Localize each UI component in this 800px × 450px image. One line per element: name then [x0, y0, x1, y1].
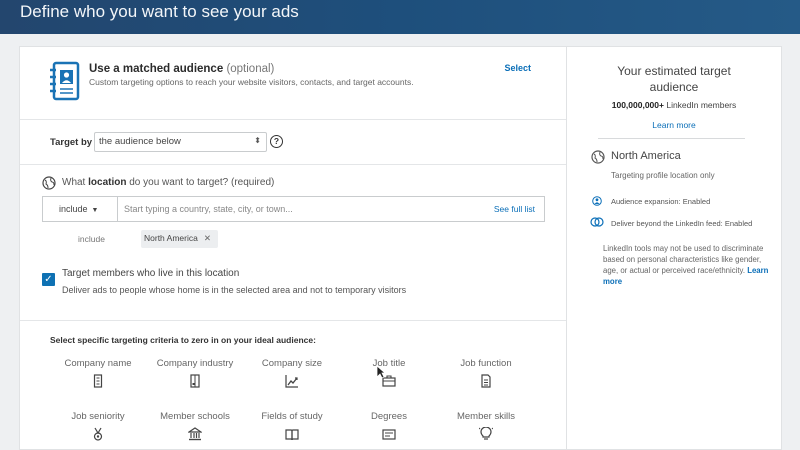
estimate-title-line1: Your estimated target	[617, 64, 731, 78]
industry-icon	[190, 374, 200, 388]
include-dropdown[interactable]: include ▼	[43, 197, 118, 221]
building-icon	[93, 374, 103, 388]
criteria-label: Member schools	[160, 411, 230, 422]
checkbox-title: Target members who live in this location	[62, 268, 240, 279]
location-question-bold: location	[88, 177, 127, 188]
target-by-value: the audience below	[99, 136, 181, 147]
help-icon[interactable]: ?	[270, 135, 283, 148]
include-label: include	[78, 234, 105, 244]
criteria-member-skills[interactable]: Member skills	[436, 411, 536, 441]
target-by-select[interactable]: the audience below ⬍	[94, 132, 267, 152]
criteria-label: Fields of study	[261, 411, 323, 422]
criteria-label: Degrees	[371, 411, 407, 422]
book-icon	[285, 429, 299, 441]
location-question: What location do you want to target? (re…	[62, 177, 274, 188]
medal-icon	[93, 427, 103, 441]
select-matched-audience-link[interactable]: Select	[504, 63, 531, 73]
location-input[interactable]: Start typing a country, state, city, or …	[124, 204, 293, 214]
see-full-list-link[interactable]: See full list	[493, 204, 535, 214]
criteria-label: Company size	[261, 358, 323, 369]
criteria-company-size[interactable]: Company size	[242, 358, 342, 388]
criteria-member-schools[interactable]: Member schools	[145, 411, 245, 441]
mouse-cursor-icon	[376, 365, 386, 379]
diploma-icon	[382, 429, 396, 440]
include-dropdown-value: include	[59, 204, 88, 214]
document-icon	[481, 374, 491, 388]
contact-book-icon	[50, 61, 80, 101]
page-header: Define who you want to see your ads	[0, 0, 800, 34]
estimate-panel: Your estimated target audience 100,000,0…	[566, 46, 782, 450]
estimate-location-sub: Targeting profile location only	[611, 171, 715, 180]
estimate-title: Your estimated target audience	[567, 63, 781, 95]
location-tag-label: North America	[144, 233, 198, 243]
criteria-label: Member skills	[456, 411, 516, 422]
criteria-job-seniority[interactable]: Job seniority	[48, 411, 148, 441]
live-in-location-checkbox[interactable]: ✓	[42, 273, 55, 286]
criteria-company-industry[interactable]: Company industry	[145, 358, 245, 388]
disclaimer-text: LinkedIn tools may not be used to discri…	[603, 244, 764, 275]
location-tag: North America ✕	[141, 230, 218, 248]
location-question-prefix: What	[62, 177, 86, 188]
divider	[598, 138, 745, 139]
estimate-title-line2: audience	[649, 80, 699, 94]
audience-count-suffix: LinkedIn members	[666, 100, 737, 110]
remove-tag-icon[interactable]: ✕	[203, 233, 211, 243]
criteria-job-function[interactable]: Job function	[436, 358, 536, 388]
globe-icon	[591, 150, 605, 164]
criteria-label: Job function	[460, 358, 512, 369]
disclaimer-learn-more-link[interactable]: Learn more	[603, 266, 769, 286]
globe-icon	[42, 176, 56, 190]
briefcase-icon	[382, 375, 396, 387]
criteria-label: Job title	[372, 358, 406, 369]
growth-chart-icon	[285, 375, 298, 388]
disclaimer-note: LinkedIn tools may not be used to discri…	[603, 243, 773, 287]
audience-count-value: 100,000,000+	[611, 100, 664, 110]
divider	[20, 119, 566, 120]
criteria-degrees[interactable]: Degrees	[339, 411, 439, 441]
checkbox-description: Deliver ads to people whose home is in t…	[62, 285, 407, 295]
audience-expansion-icon	[592, 196, 602, 206]
matched-audience-title: Use a matched audience (optional)	[89, 63, 274, 75]
optional-tag: (optional)	[226, 63, 275, 75]
audience-expansion-status: Audience expansion: Enabled	[611, 197, 711, 206]
estimate-location-title: North America	[611, 150, 681, 162]
deliver-beyond-status: Deliver beyond the LinkedIn feed: Enable…	[611, 219, 753, 228]
criteria-title: Select specific targeting criteria to ze…	[50, 335, 316, 345]
criteria-company-name[interactable]: Company name	[48, 358, 148, 388]
school-icon	[188, 427, 202, 441]
criteria-fields-of-study[interactable]: Fields of study	[242, 411, 342, 441]
lightbulb-icon	[479, 427, 493, 440]
select-arrows-icon: ⬍	[254, 136, 261, 145]
audience-count: 100,000,000+ LinkedIn members	[567, 100, 781, 110]
targeting-panel: Use a matched audience (optional) Custom…	[19, 46, 567, 450]
criteria-label: Company name	[64, 358, 132, 369]
criteria-label: Job seniority	[71, 411, 125, 422]
criteria-label: Company industry	[156, 358, 234, 369]
divider	[20, 164, 566, 165]
location-search-field: include ▼ Start typing a country, state, …	[42, 196, 545, 222]
location-question-suffix: do you want to target? (required)	[129, 177, 275, 188]
matched-audience-heading: Use a matched audience	[89, 63, 224, 75]
page-title: Define who you want to see your ads	[20, 2, 299, 21]
matched-audience-description: Custom targeting options to reach your w…	[89, 77, 414, 87]
learn-more-link[interactable]: Learn more	[652, 120, 696, 130]
divider	[20, 320, 566, 321]
criteria-job-title[interactable]: Job title	[339, 358, 439, 388]
network-icon	[590, 217, 604, 227]
target-by-label: Target by	[50, 137, 93, 148]
caret-down-icon: ▼	[91, 207, 99, 214]
